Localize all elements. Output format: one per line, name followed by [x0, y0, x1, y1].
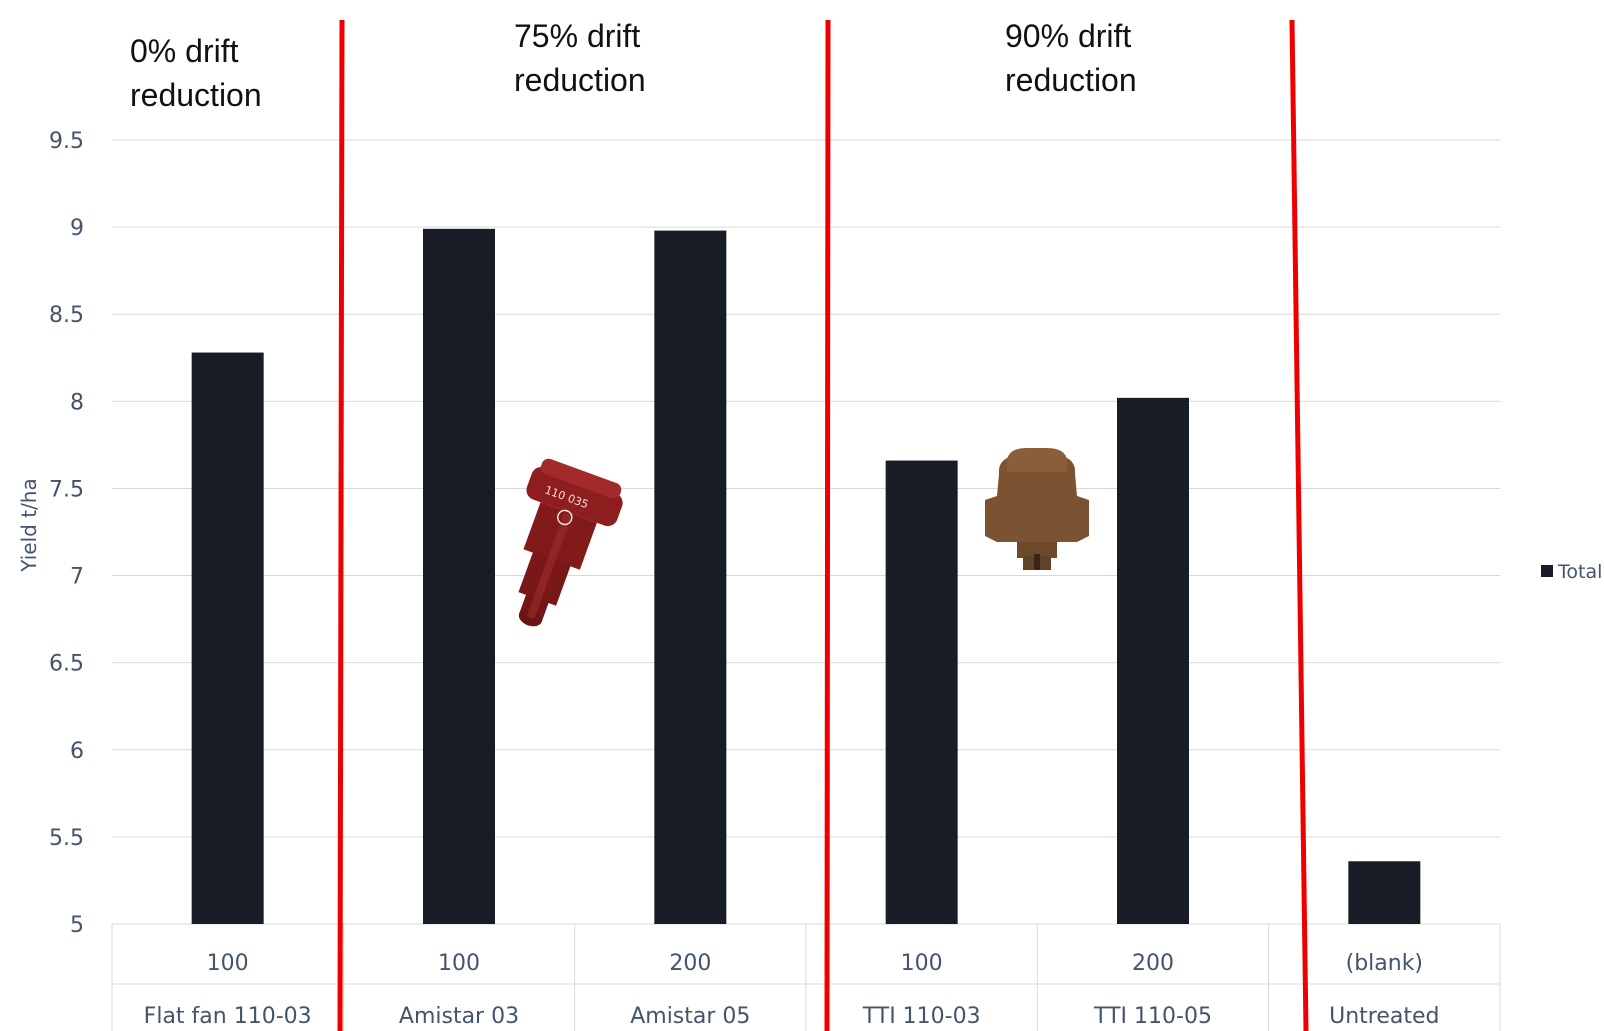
bar	[1348, 861, 1421, 924]
y-axis-title: Yield t/ha	[17, 478, 41, 573]
drift-group-dividers	[337, 19, 1309, 1031]
bar	[885, 460, 958, 924]
drift-annotation-line: reduction	[130, 77, 262, 113]
legend-swatch-total	[1541, 565, 1553, 577]
category-axis-boxes	[111, 924, 1501, 1031]
gridlines	[112, 139, 1500, 925]
legend: Total	[1541, 561, 1602, 583]
drift-annotation-line: 75% drift	[514, 18, 640, 54]
y-tick-label: 9.5	[49, 129, 84, 154]
drift-annotation-line: 0% drift	[130, 33, 239, 69]
category-group-label: Amistar 05	[630, 1004, 750, 1029]
drift-group-divider	[824, 19, 831, 1031]
drift-annotation-line: reduction	[1005, 62, 1137, 98]
bar	[1117, 397, 1189, 924]
y-tick-label: 7	[70, 565, 84, 590]
red-nozzle-image: 110 035	[518, 458, 623, 627]
drift-group-divider	[337, 19, 345, 1031]
bar	[654, 230, 727, 924]
category-group-label: TTI 110-05	[1093, 1004, 1212, 1029]
bars	[191, 228, 1421, 924]
y-tick-labels: 5 5.5 6 6.5 7 7.5 8 8.5 9 9.5	[49, 129, 84, 938]
drift-annotations: 0% drift reduction 75% drift reduction 90% d…	[130, 18, 1137, 113]
y-tick-label: 5.5	[49, 826, 84, 851]
category-value-label: 100	[438, 951, 480, 976]
legend-label-total: Total	[1557, 561, 1602, 583]
y-tick-label: 6	[70, 739, 84, 764]
y-tick-label: 6.5	[49, 652, 84, 677]
category-group-label: Amistar 03	[399, 1004, 519, 1029]
y-tick-label: 5	[70, 913, 84, 938]
bar	[191, 352, 264, 924]
y-tick-label: 7.5	[49, 477, 84, 502]
drift-group-divider	[1289, 19, 1309, 1031]
y-tick-label: 8.5	[49, 303, 84, 328]
y-tick-label: 8	[70, 390, 84, 415]
category-group-label: TTI 110-03	[862, 1004, 981, 1029]
category-value-label: 100	[901, 951, 943, 976]
bar	[423, 228, 495, 924]
brown-nozzle-image	[985, 448, 1089, 570]
category-group-label: Flat fan 110-03	[144, 1004, 312, 1029]
category-value-label: 200	[669, 951, 711, 976]
drift-annotation-line: 90% drift	[1005, 18, 1131, 54]
category-group-label: Untreated	[1329, 1004, 1439, 1029]
y-tick-label: 9	[70, 216, 84, 241]
category-value-label: 100	[207, 951, 249, 976]
drift-annotation-line: reduction	[514, 62, 646, 98]
category-value-label: (blank)	[1346, 951, 1423, 976]
category-labels: 100 Flat fan 110-03 100 Amistar 03 200 Amista…	[144, 951, 1440, 1029]
category-value-label: 200	[1132, 951, 1174, 976]
